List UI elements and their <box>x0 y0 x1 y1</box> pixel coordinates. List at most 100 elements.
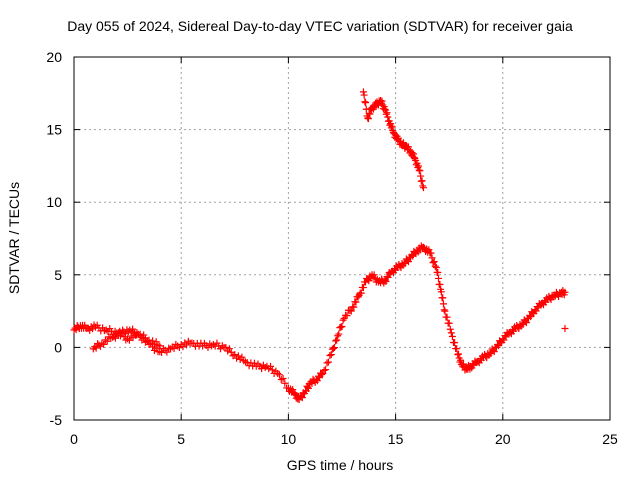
data-point-fill <box>268 366 276 374</box>
data-point-fill <box>453 345 461 353</box>
data-point-fill <box>297 393 305 401</box>
data-point <box>327 351 335 359</box>
data-point-fill <box>445 319 453 327</box>
data-point-fill <box>100 340 108 348</box>
axes <box>73 56 611 421</box>
data-point-fill <box>454 350 462 358</box>
data-point-fill <box>439 300 447 308</box>
data-point-fill <box>404 258 412 266</box>
data-point-fill <box>170 345 178 353</box>
plot-frame <box>73 56 611 421</box>
data-point-fill <box>419 182 427 190</box>
data-point <box>381 277 389 285</box>
data-point <box>364 114 372 122</box>
data-point <box>561 288 569 296</box>
data-point-fill <box>318 371 326 379</box>
data-point-fill <box>527 313 535 321</box>
data-point-fill <box>335 330 343 338</box>
data-point-fill <box>365 109 373 117</box>
data-point-fill <box>388 122 396 130</box>
y-axis-label: SDTVAR / TECUs <box>6 181 22 295</box>
data-point-fill <box>418 177 426 185</box>
data-point-fill <box>526 312 534 320</box>
data-point-fill <box>493 341 501 349</box>
data-point-fill <box>414 162 422 170</box>
x-tick-label: 5 <box>177 431 185 447</box>
y-tick-label: -5 <box>50 412 63 428</box>
data-point-fill <box>362 99 370 107</box>
tick-labels: 0 5 10 15 20 25 -5 0 5 10 15 20 <box>46 49 618 447</box>
data-point-fill <box>304 383 312 391</box>
chart-title: Day 055 of 2024, Sidereal Day-to-day VTE… <box>67 18 573 34</box>
data-point-fill <box>437 288 445 296</box>
data-point-fill <box>490 348 498 356</box>
data-markers <box>70 88 569 404</box>
data-point-fill <box>448 333 456 341</box>
data-point-fill <box>370 271 378 279</box>
data-point-fill <box>343 312 351 320</box>
data-point-fill <box>289 386 297 394</box>
data-point-fill <box>410 153 418 161</box>
y-tick-label: 10 <box>46 194 62 210</box>
x-tick-label: 25 <box>602 431 618 447</box>
data-point-fill <box>404 143 412 151</box>
data-point-fill <box>522 319 530 327</box>
data-point-fill <box>204 344 212 352</box>
x-axis-label: GPS time / hours <box>286 457 394 473</box>
data-point-fill <box>443 313 451 321</box>
data-point-fill <box>179 343 187 351</box>
data-point-fill <box>428 254 436 262</box>
data-point-fill <box>364 115 372 123</box>
data-point-fill <box>457 356 465 364</box>
y-tick-label: 15 <box>46 122 62 138</box>
data-point-fill <box>101 336 109 344</box>
data-point-fill <box>495 342 503 350</box>
data-point-fill <box>434 268 442 276</box>
data-point-fill <box>298 394 306 402</box>
data-point-fill <box>338 322 346 330</box>
data-point <box>447 329 455 337</box>
data-point-fill <box>322 366 330 374</box>
data-point-fill <box>360 91 368 99</box>
data-point-fill <box>267 362 275 370</box>
data-point-fill <box>429 259 437 267</box>
data-point-fill <box>222 343 230 351</box>
data-point-fill <box>365 277 373 285</box>
data-point-fill <box>326 351 334 359</box>
data-point-fill <box>436 281 444 289</box>
data-point-fill <box>378 97 386 105</box>
data-point-fill <box>446 325 454 333</box>
data-point-fill <box>430 258 438 266</box>
data-point-fill <box>352 298 360 306</box>
data-point-fill <box>434 274 442 282</box>
data-point-fill <box>281 379 289 387</box>
data-point-fill <box>383 273 391 281</box>
data-point-fill <box>225 345 233 353</box>
x-tick-label: 10 <box>281 431 297 447</box>
data-point-fill <box>417 172 425 180</box>
data-point-fill <box>382 277 390 285</box>
x-tick-label: 15 <box>388 431 404 447</box>
data-point-fill <box>129 325 137 333</box>
data-point <box>432 264 440 272</box>
data-point-fill <box>427 249 435 257</box>
y-tick-label: 0 <box>54 339 62 355</box>
data-point-fill <box>320 366 328 374</box>
data-point <box>231 351 239 359</box>
data-point-fill <box>361 98 369 106</box>
data-point-fill <box>323 359 331 367</box>
data-point <box>419 184 427 192</box>
data-point-fill <box>304 384 312 392</box>
data-point-fill <box>238 353 246 361</box>
data-point-fill <box>125 336 133 344</box>
data-point-fill <box>103 337 111 345</box>
data-point-fill <box>277 376 285 384</box>
data-point-fill <box>416 167 424 175</box>
data-point-fill <box>384 273 392 281</box>
grid <box>74 57 610 420</box>
data-point-fill <box>366 110 374 118</box>
data-point-fill <box>332 337 340 345</box>
data-point <box>359 88 367 96</box>
data-point-fill <box>324 358 332 366</box>
x-tick-label: 0 <box>70 431 78 447</box>
